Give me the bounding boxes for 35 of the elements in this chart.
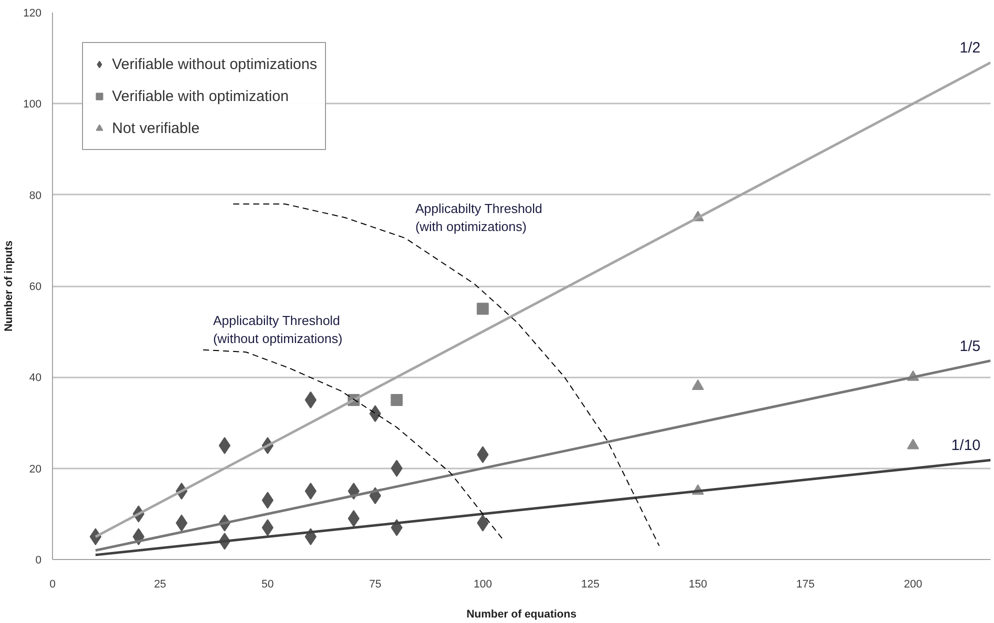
x-tick-label: 25 [154,578,166,590]
y-tick-label: 40 [29,372,42,384]
series-label: 1/2 [960,40,981,57]
point [390,394,403,406]
annotation: Applicabilty Threshold (with optimizations) [415,201,542,234]
point [476,302,489,315]
point [907,438,920,450]
y-tick-label: 0 [35,554,42,566]
y-tick-label: 60 [29,281,42,293]
y-tick-label: 80 [29,190,42,202]
point [390,460,403,477]
y-axis-title: Number of inputs [3,240,16,332]
legend-label: Not verifiable [112,118,200,138]
x-tick-label: 50 [262,578,274,590]
point [369,405,382,422]
point [476,446,489,464]
point [692,379,704,390]
point [476,514,489,532]
legend-label: Verifiable without optimizations [112,54,318,74]
y-tick-label: 100 [23,98,42,111]
x-axis-title: Number of equations [466,608,577,620]
point [348,510,360,527]
y-tick-label: 20 [29,463,42,476]
legend-label: Verifiable with optimization [112,86,289,106]
x-tick-label: 100 [474,578,492,590]
series-label: 1/5 [960,338,981,355]
x-tick-label: 125 [581,578,600,590]
x-tick-label: 200 [904,578,922,590]
x-tick-label: 0 [49,578,56,590]
x-tick-label: 150 [688,578,708,590]
y-tick-label: 120 [23,8,42,20]
x-tick-label: 175 [796,578,815,590]
annotation: Applicabilty Threshold (without optimizations) [213,312,342,346]
series-label: 1/10 [951,437,981,454]
x-tick-label: 75 [369,578,382,590]
